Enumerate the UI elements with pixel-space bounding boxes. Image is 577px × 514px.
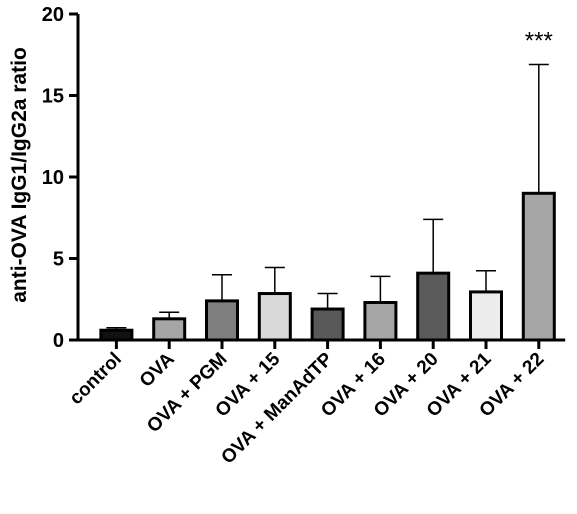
bar-ova-16	[363, 301, 398, 342]
bar-ova-21	[469, 290, 503, 342]
y-tick-label-0: 0	[53, 330, 64, 352]
y-tick-label-10: 10	[42, 167, 64, 189]
category-label-ova: OVA	[136, 348, 179, 391]
bar-control	[99, 328, 134, 342]
bar-ova-manadtp	[310, 307, 345, 342]
y-axis-label: anti-OVA IgG1/IgG2a ratio	[8, 47, 31, 303]
bar-ova-20	[416, 271, 451, 342]
bar-ova-pgm	[205, 299, 239, 342]
y-tick-label-5: 5	[53, 249, 64, 271]
bar-ova	[152, 317, 187, 342]
significance-annotation: ***	[525, 28, 553, 55]
y-tick-label-20: 20	[42, 4, 64, 26]
bar-ova-15	[257, 292, 292, 342]
y-tick-label-15: 15	[42, 86, 64, 108]
category-label-control: control	[66, 349, 126, 409]
bar-ova-22	[521, 191, 556, 342]
